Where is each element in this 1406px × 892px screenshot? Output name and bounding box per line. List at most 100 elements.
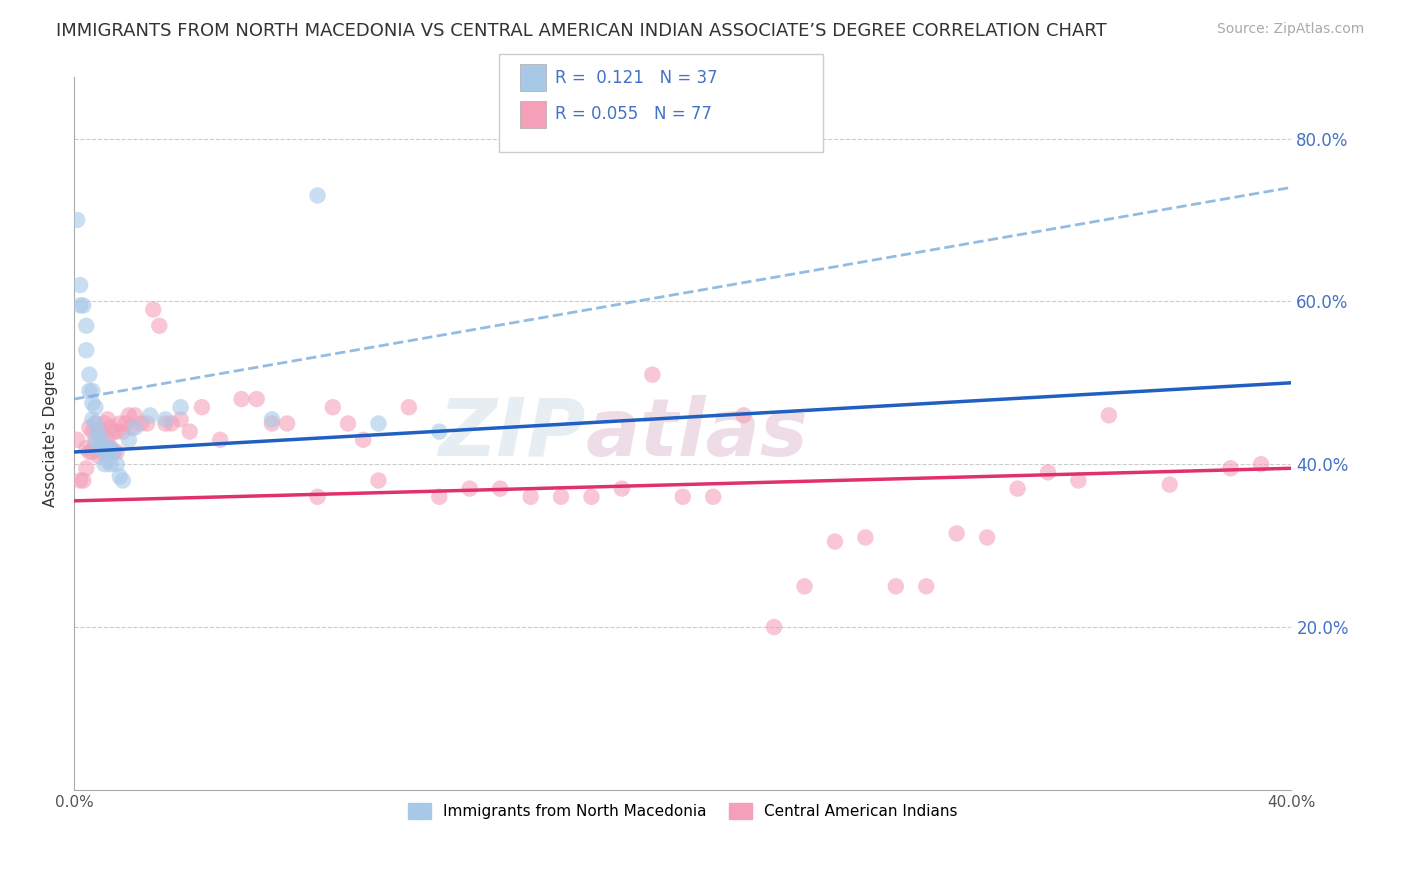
Point (118, 433, 141, 447)
Point (118, 409, 141, 423)
Point (352, 433, 374, 447)
Point (367, 417, 389, 431)
Point (191, 401, 214, 415)
Point (87, 441, 110, 455)
Point (398, 401, 420, 415)
Point (103, 425, 125, 439)
Point (1098, 409, 1121, 423)
Point (82, 384, 104, 398)
Point (69, 298, 91, 312)
Point (82, 412, 104, 426)
Point (97, 445, 120, 459)
Point (169, 412, 191, 426)
Point (155, 417, 177, 431)
Point (121, 420, 143, 434)
Point (66, 213, 89, 227)
Point (111, 425, 134, 439)
Point (84, 417, 107, 431)
Point (581, 490, 603, 504)
Point (945, 526, 967, 541)
Point (124, 420, 146, 434)
Point (976, 531, 998, 545)
Point (79, 384, 101, 398)
Point (136, 417, 159, 431)
Point (84, 401, 107, 415)
Point (853, 531, 876, 545)
Point (97, 433, 120, 447)
Point (824, 534, 846, 549)
Point (260, 417, 283, 431)
Point (100, 441, 122, 455)
Point (69, 474, 91, 488)
Point (75, 441, 97, 455)
Point (97, 412, 120, 426)
Point (100, 457, 122, 471)
Text: ZIP: ZIP (439, 394, 585, 473)
Point (489, 482, 512, 496)
Point (1250, 457, 1272, 471)
Point (702, 490, 724, 504)
Point (75, 343, 97, 358)
Point (79, 420, 101, 434)
Point (103, 445, 125, 459)
Point (209, 433, 232, 447)
Point (69, 278, 91, 293)
Point (66, 433, 89, 447)
Point (884, 579, 907, 593)
Point (84, 433, 107, 447)
Point (90, 433, 112, 447)
Point (307, 490, 329, 504)
Text: atlas: atlas (585, 394, 808, 473)
Point (1036, 466, 1059, 480)
Point (322, 401, 344, 415)
Point (97, 453, 120, 467)
Point (427, 425, 450, 439)
Point (90, 441, 112, 455)
Text: Source: ZipAtlas.com: Source: ZipAtlas.com (1216, 22, 1364, 37)
Point (367, 474, 389, 488)
Point (519, 490, 541, 504)
Point (550, 490, 572, 504)
Point (610, 482, 633, 496)
Point (100, 441, 122, 455)
Legend: Immigrants from North Macedonia, Central American Indians: Immigrants from North Macedonia, Central… (402, 797, 965, 825)
Point (155, 412, 177, 426)
Point (139, 409, 162, 423)
Point (82, 425, 104, 439)
Point (93, 457, 115, 471)
Point (111, 474, 134, 488)
Point (148, 318, 170, 333)
Point (179, 425, 201, 439)
Point (641, 368, 664, 382)
Point (142, 302, 165, 317)
Point (87, 449, 110, 463)
Point (90, 445, 112, 459)
Point (87, 425, 110, 439)
Point (90, 425, 112, 439)
Point (733, 409, 755, 423)
Point (129, 417, 152, 431)
Point (276, 417, 298, 431)
Point (307, 188, 329, 202)
Point (105, 457, 128, 471)
Point (84, 437, 107, 451)
Point (1007, 482, 1029, 496)
Text: R = 0.055   N = 77: R = 0.055 N = 77 (555, 105, 713, 123)
Point (1219, 461, 1241, 475)
Point (108, 469, 131, 483)
Point (87, 425, 110, 439)
Point (114, 417, 136, 431)
Point (105, 425, 128, 439)
Point (160, 417, 183, 431)
Point (105, 445, 128, 459)
Point (75, 461, 97, 475)
Point (93, 437, 115, 451)
Point (169, 401, 191, 415)
Point (793, 579, 815, 593)
Point (79, 368, 101, 382)
Point (231, 392, 253, 406)
Point (93, 417, 115, 431)
Text: R =  0.121   N = 37: R = 0.121 N = 37 (555, 69, 718, 87)
Text: IMMIGRANTS FROM NORTH MACEDONIA VS CENTRAL AMERICAN INDIAN ASSOCIATE’S DEGREE CO: IMMIGRANTS FROM NORTH MACEDONIA VS CENTR… (56, 22, 1107, 40)
Point (75, 318, 97, 333)
